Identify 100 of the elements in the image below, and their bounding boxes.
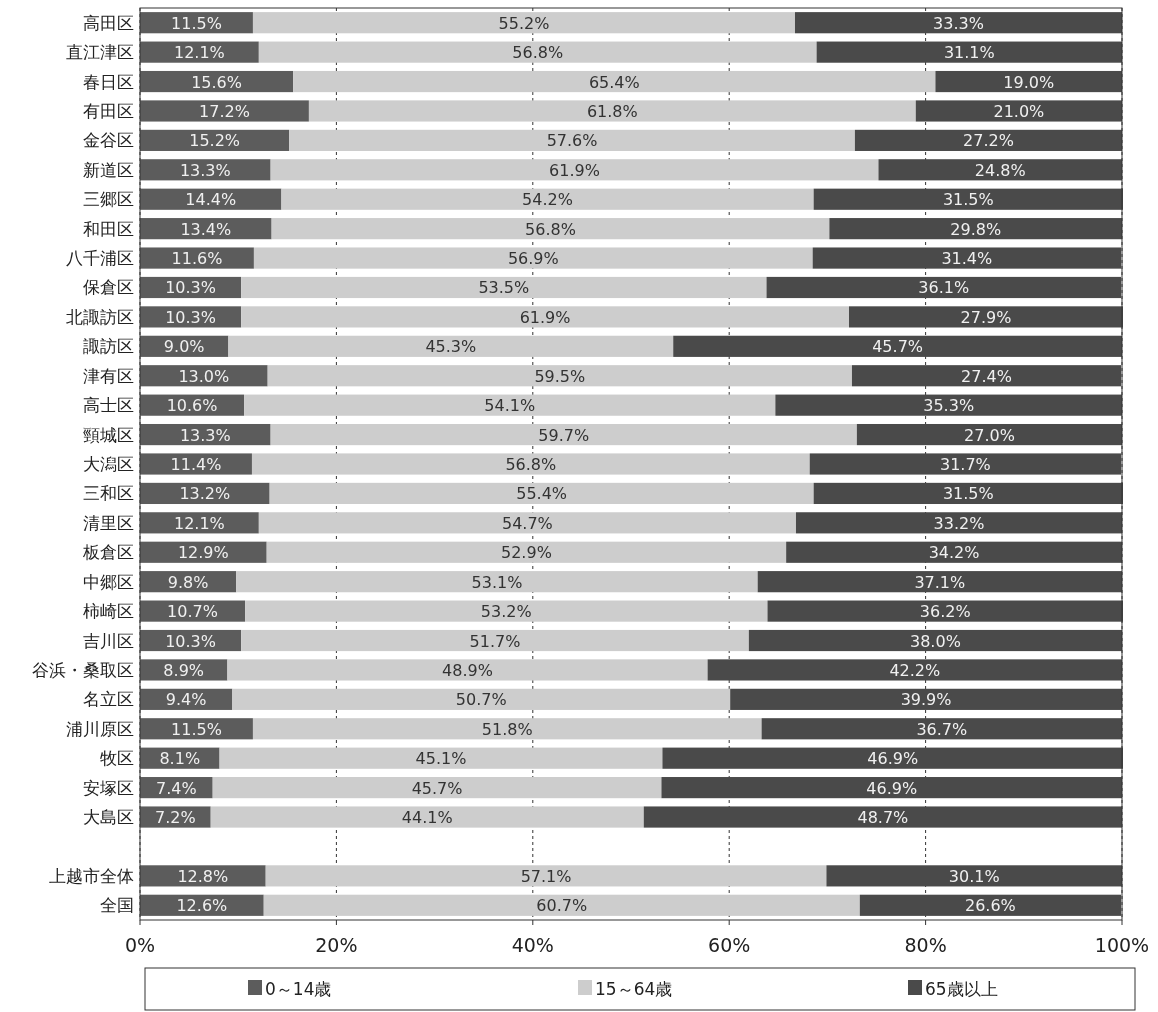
data-label: 59.5% [534, 366, 586, 386]
bar [662, 747, 1123, 769]
bar [244, 394, 776, 416]
legend-label: 65歳以上 [925, 979, 998, 999]
data-label: 7.4% [156, 778, 197, 798]
data-label: 54.7% [501, 513, 553, 533]
data-label: 46.9% [867, 749, 919, 769]
data-label: 17.2% [199, 101, 250, 121]
y-tick-label: 直江津区 [66, 42, 134, 63]
y-tick-label: 和田区 [83, 218, 134, 239]
y-tick-label: 有田区 [83, 100, 134, 121]
bar [140, 70, 294, 93]
bar [267, 365, 852, 387]
bar [795, 512, 1122, 534]
bar [293, 70, 936, 93]
data-label: 11.5% [171, 719, 222, 739]
data-label: 57.6% [546, 131, 598, 151]
y-tick-label: 大潟区 [83, 454, 134, 474]
data-label: 12.1% [174, 43, 225, 63]
data-label: 55.4% [516, 484, 568, 504]
data-label: 39.9% [900, 690, 952, 710]
data-label: 34.2% [928, 543, 980, 563]
data-label: 57.1% [520, 866, 572, 886]
bar [265, 865, 827, 887]
y-tick-label: 大島区 [83, 807, 134, 828]
data-label: 13.4% [180, 219, 232, 239]
data-label: 60.7% [536, 896, 588, 916]
data-label: 15.2% [189, 131, 241, 151]
data-label: 24.8% [974, 160, 1026, 180]
bar [854, 129, 1122, 151]
bar [748, 629, 1122, 652]
bar [761, 718, 1122, 740]
data-label: 21.0% [993, 101, 1045, 121]
x-tick-label: 100% [1094, 934, 1150, 956]
bar [270, 423, 857, 446]
bar [826, 865, 1122, 887]
data-label: 48.7% [857, 808, 909, 828]
bar [794, 12, 1122, 34]
data-label: 10.7% [167, 602, 218, 622]
bar [266, 541, 787, 563]
y-tick-label: 諏訪区 [83, 336, 134, 357]
bar [308, 100, 916, 122]
data-label: 36.2% [919, 602, 971, 622]
legend-label: 0～14歳 [265, 979, 332, 999]
bar [263, 894, 860, 916]
bar [140, 247, 254, 269]
data-label: 33.2% [933, 513, 985, 533]
data-label: 8.9% [163, 660, 205, 680]
bar [241, 276, 767, 299]
data-label: 56.8% [525, 219, 576, 239]
data-label: 12.6% [176, 896, 228, 916]
data-label: 10.3% [165, 278, 216, 298]
data-label: 13.0% [178, 366, 230, 386]
y-tick-label: 春日区 [83, 71, 134, 92]
data-label: 54.1% [484, 396, 536, 416]
data-label: 33.3% [933, 13, 984, 33]
data-label: 27.4% [961, 366, 1012, 386]
y-tick-label: 中郷区 [83, 571, 134, 592]
bar [849, 306, 1123, 328]
bar [227, 659, 708, 681]
y-tick-label: 三郷区 [83, 189, 134, 210]
x-tick-label: 40% [511, 934, 554, 956]
bar [809, 453, 1122, 475]
data-label: 10.3% [165, 307, 216, 327]
y-tick-label: 高田区 [83, 12, 134, 33]
bar [241, 306, 849, 328]
data-label: 31.7% [939, 455, 991, 474]
bar [766, 276, 1122, 299]
data-label: 44.1% [401, 808, 453, 828]
bar [813, 482, 1123, 505]
bar [228, 335, 674, 357]
data-label: 7.2% [155, 808, 196, 828]
bar [812, 247, 1122, 269]
data-label: 53.5% [478, 278, 530, 298]
bar [757, 571, 1122, 593]
bar [258, 41, 817, 63]
data-label: 45.7% [872, 337, 924, 357]
bar [210, 806, 644, 828]
data-label: 56.8% [505, 455, 557, 474]
x-tick-label: 80% [904, 934, 947, 956]
bar [232, 688, 731, 710]
y-tick-label: 牧区 [100, 748, 134, 769]
bar [212, 777, 662, 799]
bar [140, 453, 252, 475]
bar [707, 659, 1122, 681]
bar [252, 718, 762, 740]
bar [271, 218, 830, 240]
data-label: 15.6% [191, 72, 243, 92]
y-tick-label: 谷浜・桑取区 [32, 659, 134, 680]
bar [236, 571, 758, 593]
data-label: 48.9% [442, 660, 493, 680]
data-label: 11.6% [171, 249, 223, 269]
y-tick-label: 吉川区 [83, 630, 134, 651]
data-label: 59.7% [538, 425, 590, 445]
data-label: 45.7% [411, 778, 463, 798]
y-tick-label: 新道区 [83, 159, 134, 180]
bar [786, 541, 1122, 563]
y-tick-label: 金谷区 [83, 130, 134, 151]
bar [816, 41, 1122, 63]
data-label: 52.9% [501, 543, 552, 563]
